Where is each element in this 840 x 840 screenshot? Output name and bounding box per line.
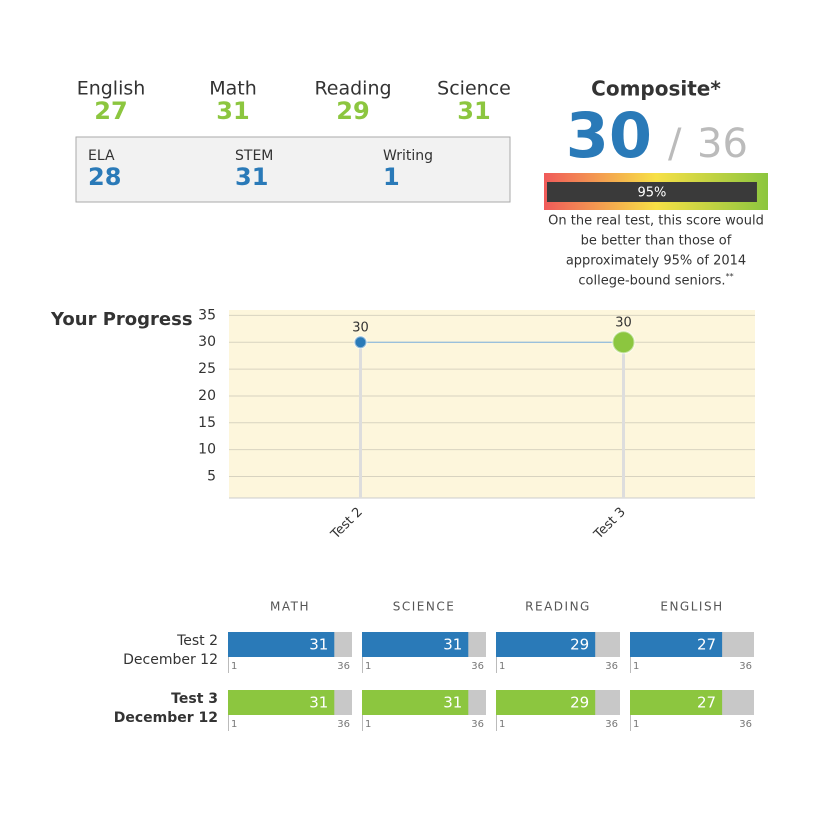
- subject-name: Reading: [314, 78, 391, 100]
- column-header: READING: [525, 600, 591, 614]
- scale-max: 36: [337, 661, 350, 672]
- subject-score: 31: [216, 97, 249, 125]
- scale-min: 1: [231, 719, 237, 730]
- scale-max: 36: [605, 719, 618, 730]
- subscore-score: 31: [235, 163, 268, 191]
- bar-value: 31: [443, 636, 462, 654]
- scale-max: 36: [739, 719, 752, 730]
- composite-max: 36: [697, 121, 748, 167]
- composite-description: college-bound seniors.**: [578, 272, 733, 289]
- score-bar: [496, 690, 596, 715]
- subscore-name: ELA: [88, 148, 115, 164]
- score-bar: [228, 690, 335, 715]
- x-tick-label: Test 2: [328, 505, 366, 543]
- scale-min: 1: [499, 719, 505, 730]
- bar-value: 27: [697, 636, 716, 654]
- column-header: SCIENCE: [393, 600, 456, 614]
- percentile-label: 95%: [638, 186, 667, 201]
- scale-max: 36: [337, 719, 350, 730]
- scale-max: 36: [471, 719, 484, 730]
- score-bar: [362, 632, 469, 657]
- footnote-mark: **: [726, 272, 734, 281]
- composite-score: 30: [566, 99, 652, 172]
- subscore-name: STEM: [235, 148, 273, 164]
- data-label: 30: [615, 316, 632, 331]
- bar-value: 31: [309, 694, 328, 712]
- y-tick-label: 5: [207, 469, 216, 485]
- y-tick-label: 10: [198, 442, 216, 458]
- subject-score: 31: [457, 97, 490, 125]
- score-bar: [228, 632, 335, 657]
- x-tick-label: Test 3: [591, 505, 629, 543]
- subscore-box: [75, 136, 511, 203]
- scale-max: 36: [605, 661, 618, 672]
- scale-min: 1: [633, 661, 639, 672]
- composite-description: On the real test, this score would: [548, 214, 764, 229]
- composite-description: be better than those of: [581, 234, 732, 249]
- row-date: December 12: [123, 652, 218, 668]
- bar-value: 29: [570, 694, 589, 712]
- data-point: [611, 330, 636, 355]
- scale-max: 36: [471, 661, 484, 672]
- chart-title: Your Progress: [50, 309, 193, 330]
- scale-min: 1: [365, 661, 371, 672]
- percentile-bar: [547, 182, 757, 202]
- y-tick-label: 15: [198, 415, 216, 431]
- y-tick-label: 35: [198, 307, 216, 323]
- column-header: ENGLISH: [660, 600, 723, 614]
- subject-name: Math: [209, 78, 257, 100]
- y-tick-label: 30: [198, 334, 216, 350]
- scale-min: 1: [365, 719, 371, 730]
- bar-value: 31: [443, 694, 462, 712]
- subject-score: 27: [94, 97, 127, 125]
- data-point: [353, 335, 368, 350]
- score-bar: [630, 690, 723, 715]
- scale-min: 1: [499, 661, 505, 672]
- subject-name: Science: [437, 78, 511, 100]
- row-test: Test 2: [176, 633, 218, 649]
- row-test: Test 3: [171, 691, 218, 707]
- column-header: MATH: [270, 600, 310, 614]
- subscore-score: 1: [383, 163, 400, 191]
- subscore-score: 28: [88, 163, 121, 191]
- scale-min: 1: [231, 661, 237, 672]
- subject-score: 29: [336, 97, 369, 125]
- score-bar: [362, 690, 469, 715]
- scale-min: 1: [633, 719, 639, 730]
- y-tick-label: 25: [198, 361, 216, 377]
- composite-description: approximately 95% of 2014: [566, 254, 746, 269]
- plot-area: [229, 310, 755, 498]
- data-label: 30: [352, 321, 369, 336]
- score-bar: [496, 632, 596, 657]
- y-tick-label: 20: [198, 388, 216, 404]
- bar-value: 31: [309, 636, 328, 654]
- row-date: December 12: [114, 710, 218, 726]
- composite-title: Composite*: [591, 77, 721, 101]
- score-bar: [630, 632, 723, 657]
- bar-value: 29: [570, 636, 589, 654]
- subscore-name: Writing: [383, 148, 433, 164]
- subject-name: English: [77, 78, 146, 100]
- scale-max: 36: [739, 661, 752, 672]
- bar-value: 27: [697, 694, 716, 712]
- composite-separator: /: [668, 121, 682, 167]
